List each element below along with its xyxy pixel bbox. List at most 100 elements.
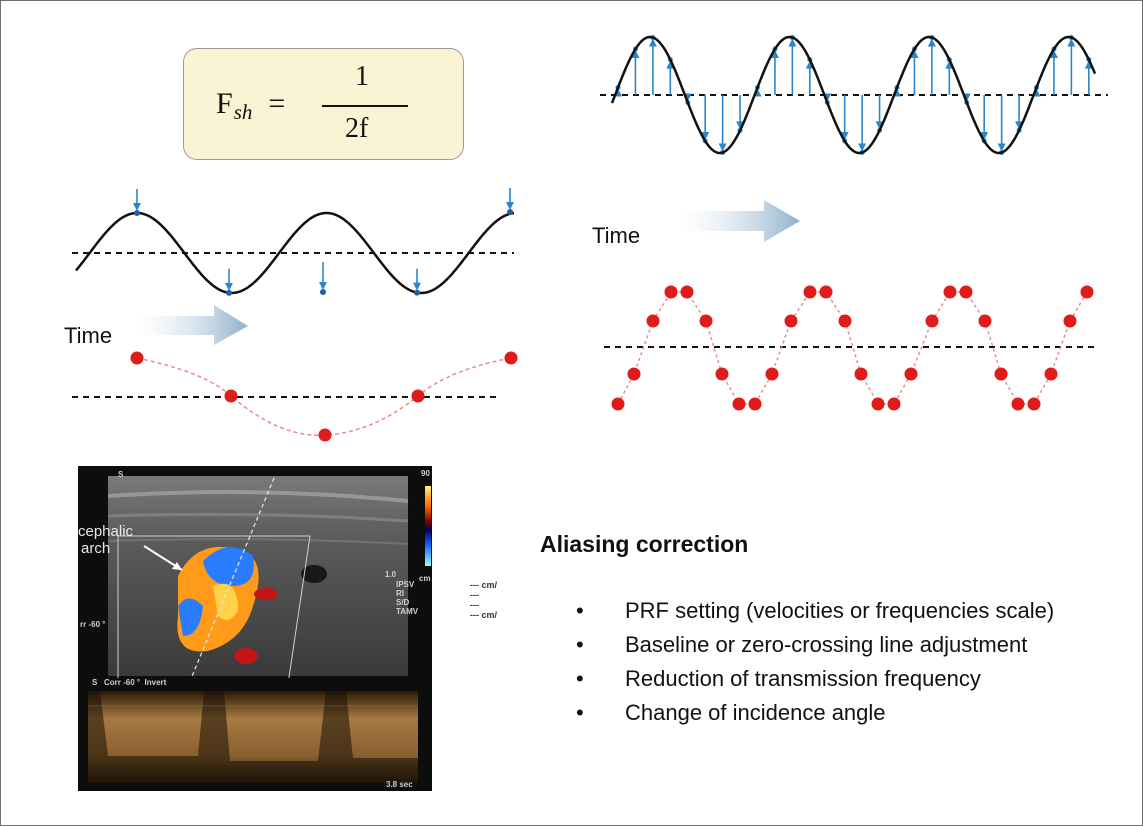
reconstruction-dot xyxy=(699,314,713,328)
reconstruction-dot xyxy=(504,351,518,365)
angle-label: rr -60 ° xyxy=(80,620,106,629)
reconstruction-dot xyxy=(411,389,425,403)
sample-arrowhead xyxy=(648,38,657,47)
reconstruction-dot xyxy=(130,351,144,365)
reconstruction-dot xyxy=(732,397,746,411)
formula-numerator: 1 xyxy=(355,61,369,92)
left-time-arrow xyxy=(136,305,248,345)
reconstruction-dot xyxy=(978,314,992,328)
bullet-symbol: • xyxy=(576,700,584,725)
sample-point xyxy=(320,289,326,295)
formula-denominator: 2f xyxy=(345,113,369,144)
doppler-ultrasound-image: cephalic arch rr -60 ° IPSV RI S/D TAMV … xyxy=(78,466,432,791)
index-labels: IPSV RI S/D TAMV xyxy=(396,580,419,616)
reconstruction-dot xyxy=(994,367,1008,381)
list-item-text: Baseline or zero-crossing line adjustmen… xyxy=(625,632,1028,657)
sample-arrowhead xyxy=(770,50,779,59)
cephalic-arch-label-line1: cephalic xyxy=(78,523,134,540)
sample-arrowhead xyxy=(980,131,989,140)
list-item: • Baseline or zero-crossing line adjustme… xyxy=(576,632,1121,658)
sample-arrowhead xyxy=(506,202,514,210)
left-signal-group xyxy=(72,188,515,296)
sampling-formula-box: Fsh = 1 2f xyxy=(183,48,464,160)
sample-arrowhead xyxy=(927,38,936,47)
reconstruction-dot xyxy=(627,367,641,381)
right-reconstructed-curve xyxy=(617,291,1088,405)
sweep-time-readout: 3.8 sec xyxy=(386,780,413,789)
reconstruction-dot xyxy=(959,285,973,299)
list-item: • Reduction of transmission frequency xyxy=(576,666,1121,692)
time-label-left: Time xyxy=(64,323,113,348)
sample-arrowhead xyxy=(1049,50,1058,59)
reconstruction-dot xyxy=(838,314,852,328)
bullet-symbol: • xyxy=(576,666,584,691)
right-reconstruction-group xyxy=(604,285,1098,411)
sample-arrowhead xyxy=(413,282,421,291)
reconstruction-dot xyxy=(803,285,817,299)
reconstruction-dot xyxy=(765,367,779,381)
reconstruction-dot xyxy=(925,314,939,328)
formula-fraction-bar xyxy=(322,105,408,107)
right-time-arrow xyxy=(680,200,800,242)
reconstruction-dot xyxy=(1027,397,1041,411)
reconstruction-dot xyxy=(887,397,901,411)
reconstruction-dot xyxy=(748,397,762,411)
reconstruction-dot xyxy=(784,314,798,328)
reconstruction-dot xyxy=(854,367,868,381)
reconstruction-dot xyxy=(943,285,957,299)
sample-point xyxy=(134,210,140,216)
aliasing-correction-title: Aliasing correction xyxy=(540,531,749,557)
bullet-symbol: • xyxy=(576,598,584,623)
reconstruction-dot xyxy=(646,314,660,328)
reconstruction-dot xyxy=(318,428,332,442)
list-item-text: Change of incidence angle xyxy=(625,700,886,725)
right-signal-group xyxy=(600,34,1108,156)
sample-arrowhead xyxy=(910,50,919,59)
unit-labels: --- cm/ --- --- --- cm/ xyxy=(470,580,497,620)
list-item-text: Reduction of transmission frequency xyxy=(625,666,981,691)
sample-arrowhead xyxy=(718,143,727,152)
color-scale-top: 90 xyxy=(421,469,430,478)
reconstruction-dot xyxy=(680,285,694,299)
sample-arrowhead xyxy=(133,203,141,211)
formula-subscript: sh xyxy=(233,100,253,124)
reconstruction-dot xyxy=(1044,367,1058,381)
sample-arrowhead xyxy=(997,143,1006,152)
left-reconstruction-group xyxy=(72,351,518,442)
sample-point xyxy=(507,209,513,215)
sample-arrowhead xyxy=(319,282,327,290)
probe-marker-top: S xyxy=(118,470,124,479)
sample-point xyxy=(226,289,232,296)
formula-f-symbol: F xyxy=(216,87,233,120)
reconstruction-dot xyxy=(1011,397,1025,411)
sample-arrowhead xyxy=(631,50,640,59)
reconstruction-dot xyxy=(871,397,885,411)
sample-arrowhead xyxy=(701,131,710,140)
probe-marker-spectral: S xyxy=(92,678,98,687)
reconstruction-dot xyxy=(715,367,729,381)
reconstruction-dot xyxy=(1063,314,1077,328)
reconstruction-dot xyxy=(904,367,918,381)
bullet-symbol: • xyxy=(576,632,584,657)
left-sample-markers xyxy=(133,188,514,296)
list-item: • Change of incidence angle xyxy=(576,700,1121,726)
sample-arrowhead xyxy=(225,282,233,291)
list-item: • PRF setting (velocities or frequencies … xyxy=(576,598,1121,624)
cephalic-arch-label-line2: arch xyxy=(81,540,111,557)
time-label-right: Time xyxy=(592,223,641,248)
list-item-text: PRF setting (velocities or frequencies s… xyxy=(625,598,1055,623)
sample-point xyxy=(414,289,420,296)
reconstruction-dot xyxy=(1080,285,1094,299)
reconstruction-dot xyxy=(224,389,238,403)
left-reconstruction-dots xyxy=(130,351,518,442)
sample-arrowhead xyxy=(1067,38,1076,47)
depth-marker: 1.0 xyxy=(385,570,397,579)
formula-left-side: Fsh = xyxy=(216,87,286,124)
reconstruction-dot xyxy=(611,397,625,411)
color-scale-unit: cm xyxy=(419,574,431,583)
reconstruction-dot xyxy=(664,285,678,299)
sample-arrowhead xyxy=(788,38,797,47)
left-sine-wave xyxy=(75,211,515,295)
formula-equals: = xyxy=(268,87,286,120)
